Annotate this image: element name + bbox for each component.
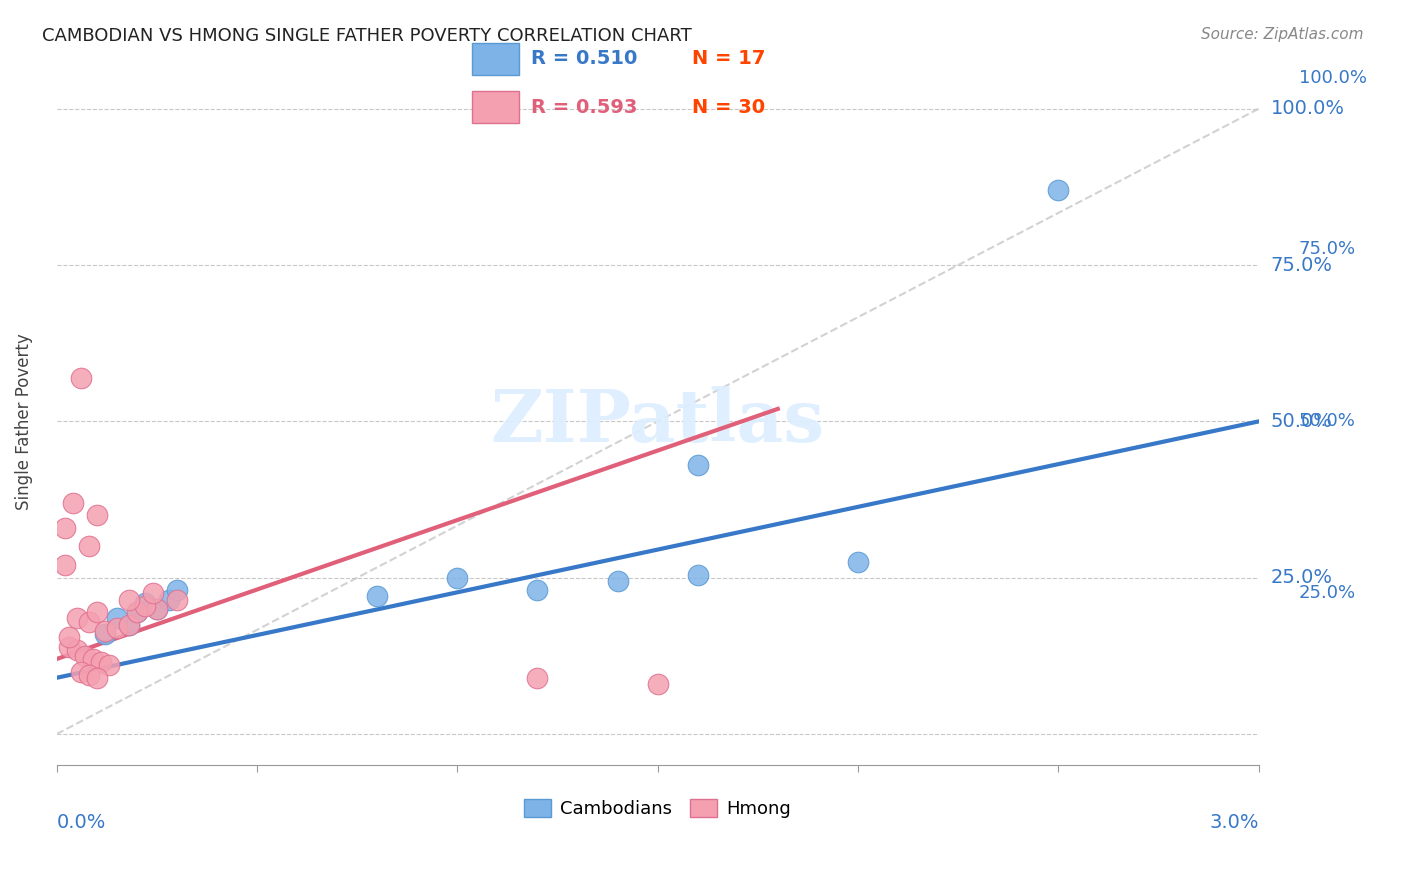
Text: 100.0%: 100.0% <box>1271 99 1344 119</box>
Text: 75.0%: 75.0% <box>1299 241 1355 259</box>
Text: R = 0.593: R = 0.593 <box>531 97 637 117</box>
Point <box>166 592 188 607</box>
Text: N = 17: N = 17 <box>692 49 766 69</box>
Point <box>606 574 628 588</box>
Point <box>82 652 104 666</box>
Point <box>157 592 180 607</box>
Text: ZIPatlas: ZIPatlas <box>491 386 825 457</box>
Point <box>53 558 76 573</box>
Point <box>77 615 100 629</box>
Point <box>686 567 709 582</box>
Point <box>366 590 388 604</box>
Text: 100.0%: 100.0% <box>1299 69 1367 87</box>
Point <box>125 605 148 619</box>
Point <box>90 655 112 669</box>
Point <box>446 571 468 585</box>
Point <box>73 648 96 663</box>
Point <box>66 642 89 657</box>
Text: N = 30: N = 30 <box>692 97 765 117</box>
FancyBboxPatch shape <box>472 43 519 75</box>
Point <box>69 370 91 384</box>
Point <box>86 671 108 685</box>
Text: CAMBODIAN VS HMONG SINGLE FATHER POVERTY CORRELATION CHART: CAMBODIAN VS HMONG SINGLE FATHER POVERTY… <box>42 27 692 45</box>
Point <box>846 555 869 569</box>
Point <box>66 611 89 625</box>
Y-axis label: Single Father Poverty: Single Father Poverty <box>15 333 32 510</box>
Point <box>97 658 120 673</box>
Point <box>93 627 115 641</box>
Point <box>647 677 669 691</box>
Point <box>105 621 128 635</box>
Point <box>77 540 100 554</box>
Point <box>58 630 80 644</box>
Text: R = 0.510: R = 0.510 <box>531 49 637 69</box>
Point <box>166 583 188 598</box>
Point <box>118 592 141 607</box>
Point <box>58 640 80 654</box>
FancyBboxPatch shape <box>472 91 519 123</box>
Text: 3.0%: 3.0% <box>1209 814 1258 832</box>
Point <box>125 605 148 619</box>
Point <box>146 602 169 616</box>
Point <box>77 667 100 681</box>
Point <box>62 496 84 510</box>
Text: 25.0%: 25.0% <box>1271 568 1333 587</box>
Point <box>118 617 141 632</box>
Point <box>69 665 91 679</box>
Point <box>86 508 108 523</box>
Point <box>105 611 128 625</box>
Point <box>118 617 141 632</box>
Point <box>142 586 165 600</box>
Point <box>146 602 169 616</box>
Point <box>526 671 548 685</box>
Text: 0.0%: 0.0% <box>56 814 105 832</box>
Point <box>134 596 156 610</box>
Text: 75.0%: 75.0% <box>1271 256 1333 275</box>
Point <box>1047 183 1070 197</box>
Text: 50.0%: 50.0% <box>1271 412 1333 431</box>
Point <box>686 458 709 473</box>
Point <box>86 605 108 619</box>
Text: 50.0%: 50.0% <box>1299 412 1355 431</box>
Point <box>134 599 156 613</box>
Point <box>53 521 76 535</box>
Point <box>526 583 548 598</box>
Legend: Cambodians, Hmong: Cambodians, Hmong <box>517 791 799 825</box>
Point <box>93 624 115 638</box>
Text: 25.0%: 25.0% <box>1299 584 1355 602</box>
Text: Source: ZipAtlas.com: Source: ZipAtlas.com <box>1201 27 1364 42</box>
